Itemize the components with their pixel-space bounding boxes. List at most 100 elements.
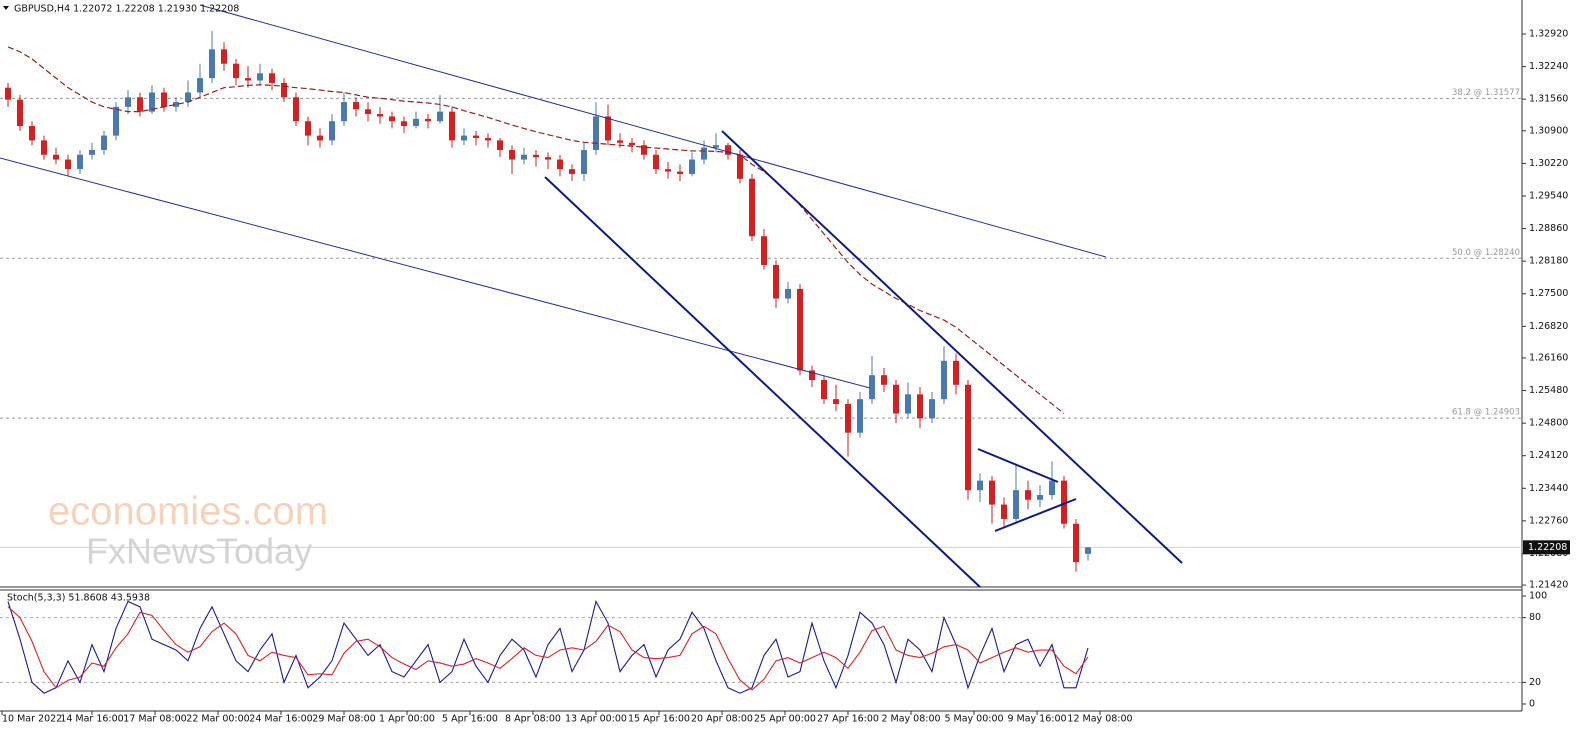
candle-body <box>629 142 635 146</box>
fib-label: 50.0 @ 1.28240 <box>1452 248 1520 258</box>
candle-body <box>737 154 743 179</box>
candle-body <box>845 403 851 433</box>
candle-body <box>1013 490 1019 519</box>
candle-body <box>917 394 923 419</box>
x-tick-label: 9 May 16:00 <box>1007 714 1066 725</box>
candle-body <box>5 87 11 100</box>
candle-body <box>437 111 443 122</box>
candle-body <box>809 370 815 380</box>
trend-lines <box>0 4 1183 588</box>
candle-body <box>401 121 407 127</box>
y-tick-label: 1.26160 <box>1529 352 1568 363</box>
candle-body <box>17 99 23 127</box>
candle-body <box>965 384 971 491</box>
candle-body <box>653 154 659 170</box>
candle-body <box>941 360 947 400</box>
candle-body <box>1085 547 1091 554</box>
candle-body <box>185 92 191 103</box>
x-tick-label: 14 Mar 16:00 <box>60 714 123 725</box>
candle-body <box>1025 490 1031 500</box>
candle-body <box>257 73 263 81</box>
candle-body <box>833 399 839 404</box>
candle-body <box>749 178 755 237</box>
watermark: FxNewsToday <box>86 531 312 572</box>
candle-body <box>125 97 131 107</box>
candle-body <box>77 154 83 170</box>
candle-body <box>1073 523 1079 563</box>
y-tick-label: 1.21420 <box>1529 580 1568 591</box>
collapse-icon[interactable] <box>3 6 9 10</box>
current-price-box <box>1523 540 1570 555</box>
x-tick-label: 24 Mar 16:00 <box>249 714 312 725</box>
fib-label: 61.8 @ 1.24903 <box>1452 408 1520 418</box>
y-tick-label: 1.32240 <box>1529 61 1568 72</box>
candle-body <box>869 375 875 400</box>
candle-body <box>893 384 899 414</box>
candle-body <box>413 118 419 127</box>
y-tick-label: 1.24120 <box>1529 450 1568 461</box>
indicator-title: Stoch(5,3,3) 51.8608 43.5938 <box>7 593 150 604</box>
candle-body <box>953 360 959 385</box>
candle-body <box>725 145 731 155</box>
candle-body <box>641 145 647 155</box>
candle-body <box>101 135 107 150</box>
trend-line <box>0 157 871 389</box>
candle-body <box>581 149 587 174</box>
candle-body <box>557 159 563 170</box>
candle-body <box>281 82 287 98</box>
candle-body <box>425 118 431 122</box>
candle-body <box>989 480 995 505</box>
x-tick-label: 20 Apr 08:00 <box>691 714 753 725</box>
candle-body <box>701 147 707 160</box>
x-tick-label: 29 Mar 08:00 <box>312 714 375 725</box>
price-panel <box>0 31 1522 572</box>
candle-body <box>677 171 683 174</box>
x-tick-label: 13 Apr 00:00 <box>565 714 627 725</box>
candle-body <box>113 106 119 136</box>
candle-body <box>209 49 215 79</box>
watermark: economies.com <box>48 490 328 534</box>
candle-body <box>497 140 503 150</box>
x-tick-label: 17 Mar 08:00 <box>123 714 186 725</box>
trend-line <box>199 4 1107 258</box>
x-tick-label: 22 Mar 00:00 <box>186 714 249 725</box>
candle-body <box>353 102 359 110</box>
candle-body <box>341 102 347 122</box>
y-tick-label: 80 <box>1529 612 1541 623</box>
trend-line <box>721 130 1183 564</box>
y-tick-label: 0 <box>1529 698 1535 709</box>
candle-body <box>245 78 251 81</box>
x-tick-label: 15 Apr 16:00 <box>628 714 690 725</box>
x-tick-label: 12 May 08:00 <box>1067 714 1132 725</box>
candle-body <box>761 236 767 265</box>
y-tick-label: 1.28180 <box>1529 256 1568 267</box>
candle-body <box>305 121 311 136</box>
candle-body <box>197 78 203 93</box>
y-tick-label: 1.24800 <box>1529 418 1568 429</box>
candle-body <box>269 73 275 83</box>
candle-body <box>29 126 35 141</box>
fib-label: 38.2 @ 1.31577 <box>1452 88 1520 98</box>
candle-body <box>773 264 779 299</box>
candle-body <box>821 379 827 400</box>
candle-body <box>173 102 179 107</box>
candle-body <box>149 92 155 112</box>
candle-body <box>485 138 491 141</box>
candle-body <box>329 121 335 141</box>
candle-body <box>161 92 167 107</box>
candle-body <box>929 399 935 419</box>
trend-line <box>544 176 981 588</box>
y-tick-label: 1.27500 <box>1529 288 1568 299</box>
x-tick-label: 10 Mar 2022 <box>2 714 62 725</box>
candle-body <box>1037 494 1043 500</box>
candle-body <box>593 116 599 150</box>
candle-body <box>293 97 299 122</box>
candle-body <box>905 394 911 414</box>
candle-body <box>233 63 239 79</box>
y-tick-label: 20 <box>1529 677 1541 688</box>
candle-body <box>797 288 803 371</box>
candle-body <box>521 154 527 160</box>
y-tick-label: 1.30220 <box>1529 158 1568 169</box>
candle-body <box>689 159 695 174</box>
candle-body <box>1049 480 1055 495</box>
